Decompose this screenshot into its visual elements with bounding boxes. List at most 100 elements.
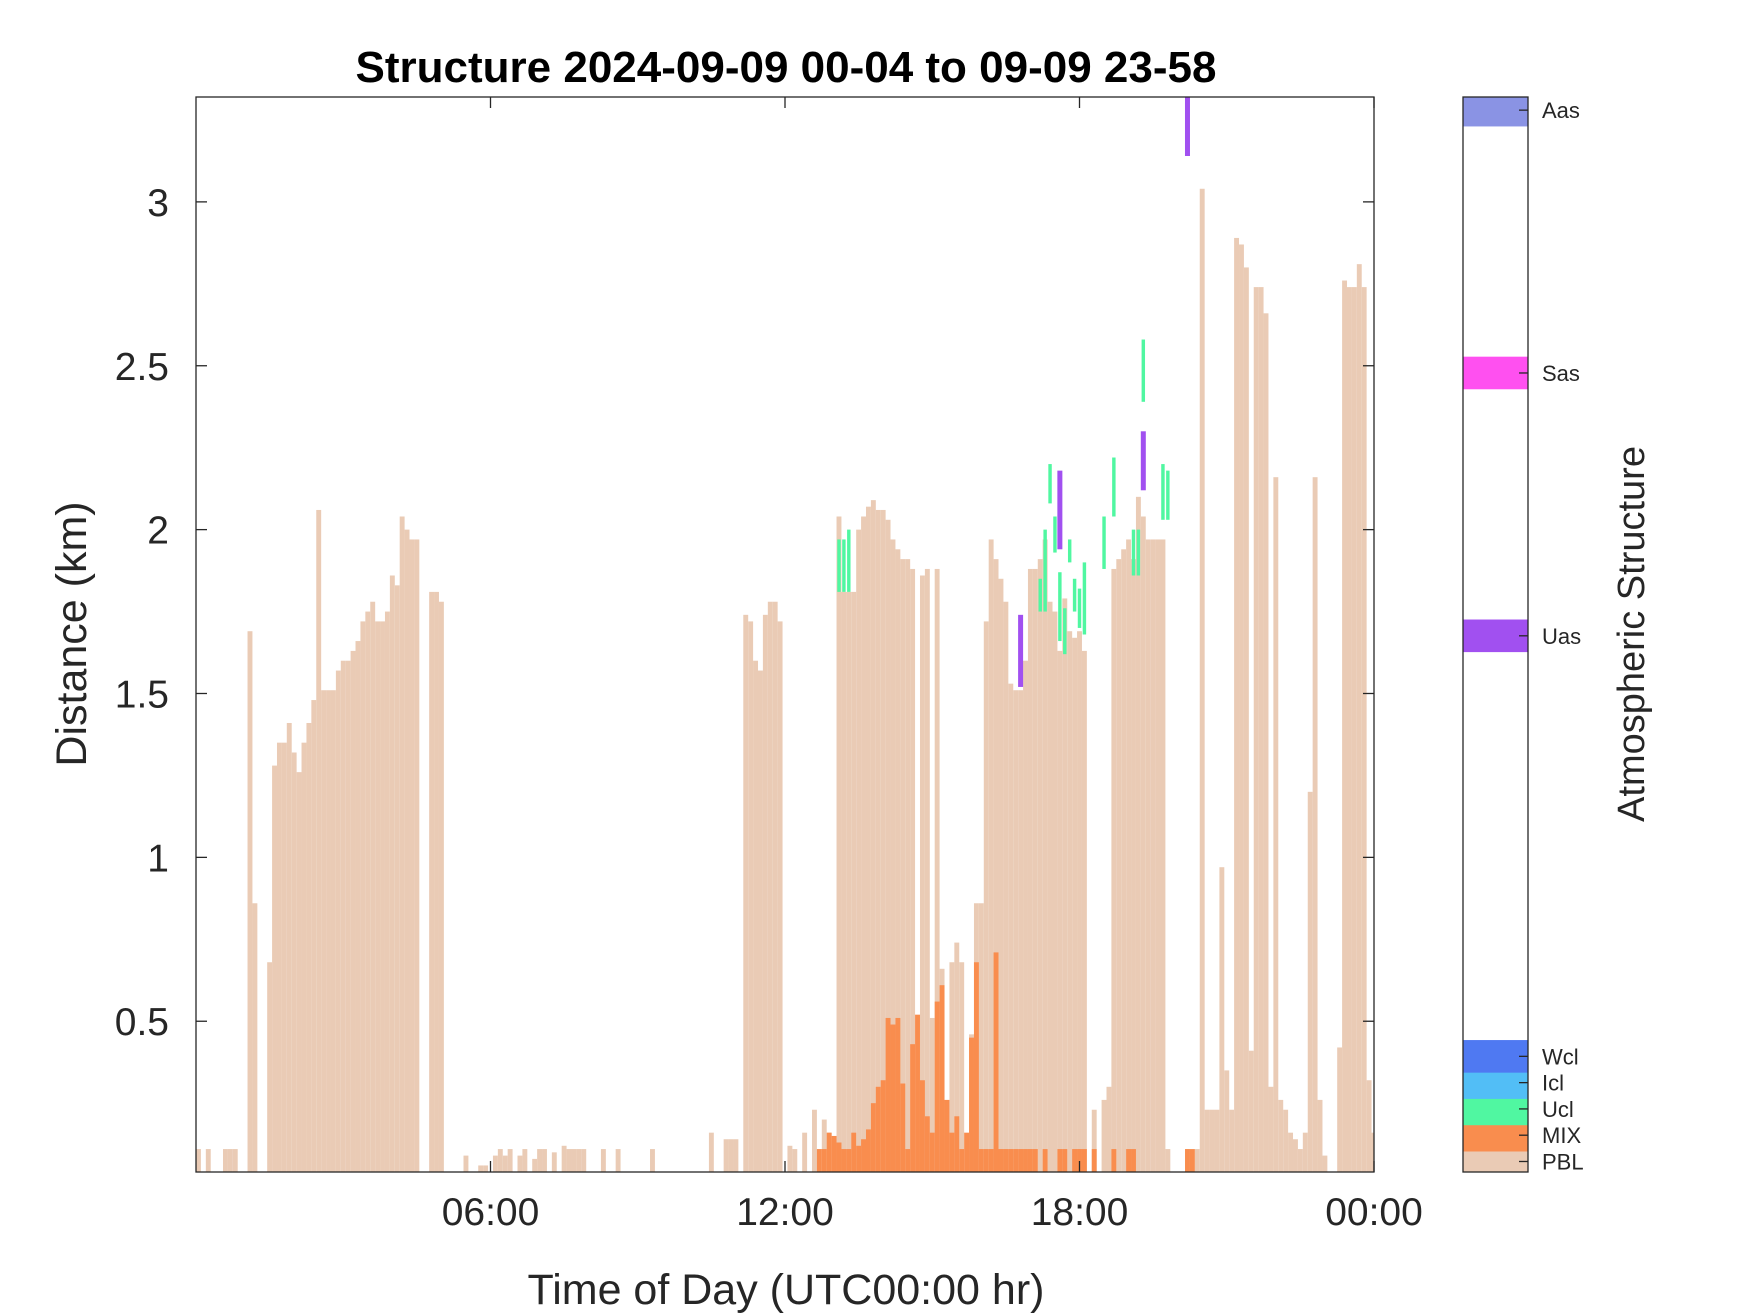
pbl-bar (576, 1149, 582, 1172)
pbl-bar (507, 1149, 513, 1172)
y-tick-label: 1.5 (115, 673, 169, 716)
pbl-bar (1194, 1149, 1200, 1172)
pbl-bar (890, 539, 896, 1172)
pbl-bar (743, 614, 749, 1172)
mix-bar (1023, 1149, 1028, 1172)
pbl-bar (1209, 1109, 1215, 1172)
pbl-bar (306, 722, 312, 1172)
pbl-bar (345, 660, 351, 1172)
pbl-bar (542, 1149, 547, 1172)
pbl-bar (1042, 539, 1048, 1172)
pbl-bar (846, 591, 852, 1172)
pbl-bar (753, 660, 759, 1172)
pbl-bar (1077, 631, 1082, 1172)
y-tick-label: 1 (147, 837, 169, 880)
pbl-bar (365, 611, 371, 1172)
pbl-bar (1224, 1070, 1230, 1172)
pbl-bar (910, 568, 916, 1172)
mix-bar (1008, 1149, 1014, 1172)
mix-bar (978, 1149, 984, 1172)
mix-bar (826, 1132, 832, 1172)
pbl-bar (375, 621, 381, 1172)
pbl-bar (404, 529, 410, 1172)
ucl-segment (1043, 529, 1047, 612)
mix-bar (1018, 1149, 1024, 1172)
pbl-bar (787, 1145, 793, 1172)
pbl-bar (924, 568, 930, 1172)
mix-bar (1032, 1149, 1038, 1172)
mix-bar (1013, 1149, 1019, 1172)
ucl-segment (1072, 578, 1077, 612)
pbl-bar (733, 1139, 739, 1172)
pbl-bar (1243, 267, 1249, 1172)
pbl-bar (1155, 539, 1161, 1172)
mix-bar (910, 1044, 916, 1172)
mix-bar (1057, 1149, 1063, 1172)
pbl-bar (1008, 683, 1014, 1172)
mix-bar (1131, 1149, 1136, 1172)
pbl-bar (983, 621, 989, 1172)
pbl-bar (561, 1145, 567, 1172)
ucl-segment (1161, 464, 1165, 520)
pbl-bar (615, 1149, 621, 1172)
pbl-bar (812, 1109, 817, 1172)
pbl-bar (934, 568, 940, 1172)
x-axis: 06:00 12:00 18:00 00:00 (442, 97, 1423, 1234)
colorbar-label-pbl: PBL (1542, 1149, 1584, 1174)
pbl-bar (772, 601, 778, 1172)
pbl-bar (1013, 690, 1019, 1172)
pbl-bar (205, 1149, 211, 1172)
pbl-bar (1145, 539, 1151, 1172)
pbl-bar (581, 1149, 587, 1172)
pbl-bar (355, 641, 361, 1172)
pbl-bar (1297, 1149, 1303, 1172)
pbl-bar (1057, 650, 1063, 1172)
mix-bar (954, 1116, 960, 1172)
mix-bar (1003, 1149, 1009, 1172)
pbl-bar (1361, 287, 1367, 1173)
ucl-segment (1166, 470, 1170, 520)
pbl-bar (870, 500, 876, 1173)
pbl-bar (723, 1139, 729, 1172)
pbl-bar (1131, 559, 1136, 1172)
pbl-bar (566, 1149, 572, 1172)
ucl-segment (1131, 529, 1136, 576)
ucl-segment (1102, 516, 1106, 569)
pbl-bar (1140, 516, 1146, 1172)
pbl-bar (1032, 568, 1038, 1172)
pbl-bar (1239, 244, 1244, 1173)
uas-segment (1140, 431, 1146, 491)
pbl-bar (1047, 601, 1053, 1172)
pbl-bar (380, 621, 385, 1172)
mix-bar (973, 962, 979, 1172)
mix-bar (870, 1103, 876, 1172)
pbl-bar (1067, 631, 1073, 1172)
pbl-bar (1037, 559, 1043, 1172)
mix-bar (895, 1017, 901, 1172)
mix-bar (890, 1024, 896, 1172)
colorbar-label-wcl: Wcl (1542, 1044, 1579, 1069)
pbl-bar (1003, 601, 1009, 1172)
pbl-bar (1273, 477, 1279, 1172)
pbl-bar (1062, 598, 1068, 1172)
pbl-bar (1351, 287, 1357, 1173)
pbl-bar (252, 903, 258, 1172)
ucl-segment (1053, 516, 1057, 553)
mix-bar (865, 1129, 871, 1172)
ucl-segment (1063, 608, 1067, 655)
pbl-bar (1278, 1099, 1284, 1172)
pbl-bar (758, 670, 763, 1172)
pbl-bar (296, 772, 302, 1172)
pbl-bar (532, 1158, 538, 1172)
pbl-bar (272, 765, 277, 1172)
pbl-bar (1337, 1047, 1343, 1172)
colorbar-label-ucl: Ucl (1542, 1097, 1574, 1122)
mix-bar (915, 1014, 920, 1172)
colorbar-swatch-uas (1463, 619, 1528, 653)
mix-bar (1072, 1149, 1078, 1172)
pbl-bar (1268, 1086, 1274, 1172)
pbl-bar (905, 559, 911, 1172)
pbl-bar (492, 1155, 498, 1172)
mix-bar (821, 1149, 827, 1172)
